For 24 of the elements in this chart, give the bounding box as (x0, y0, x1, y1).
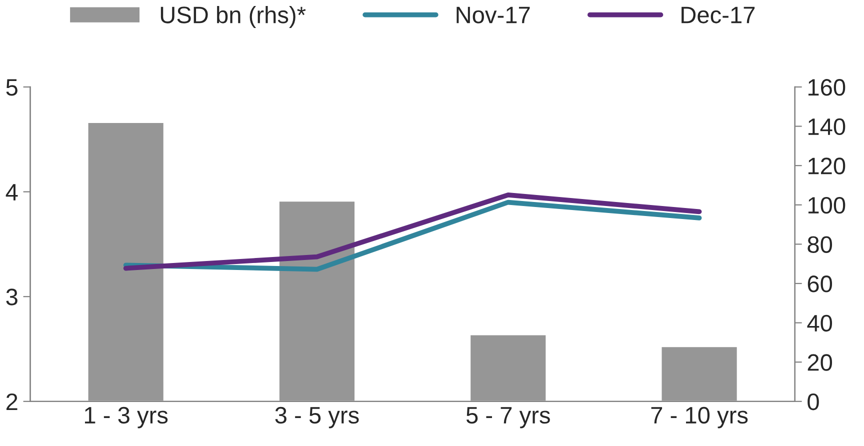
bar (660, 346, 738, 402)
bar (278, 200, 356, 402)
y2-tick-label: 0 (808, 393, 819, 410)
legend-label: Dec-17 (682, 6, 755, 24)
x-tick-label: 5 - 7 yrs (466, 407, 550, 428)
y2-tick-label: 60 (808, 276, 832, 292)
x-tick-label: 3 - 5 yrs (275, 406, 359, 428)
y2-tick-label: 40 (807, 314, 832, 332)
y2-tick-label: 120 (808, 158, 846, 174)
y2-tick-label: 160 (808, 79, 846, 96)
y-tick-label: 3 (6, 288, 18, 306)
x-tick-label: 7 - 10 yrs (651, 406, 748, 428)
y-tick-label: 5 (6, 79, 18, 96)
y-tick-label: 2 (6, 393, 18, 410)
legend-label: Nov-17 (456, 6, 530, 24)
x-tick-label: 1 - 3 yrs (84, 406, 168, 428)
y2-tick-label: 80 (808, 236, 832, 253)
bar (469, 334, 548, 402)
y2-tick-label: 20 (808, 354, 832, 371)
legend-label: USD bn (rhs)* (160, 6, 306, 28)
y-tick-label: 4 (6, 184, 18, 200)
y2-tick-label: 140 (808, 118, 846, 136)
bar (86, 122, 165, 402)
y2-tick-label: 100 (808, 196, 846, 214)
